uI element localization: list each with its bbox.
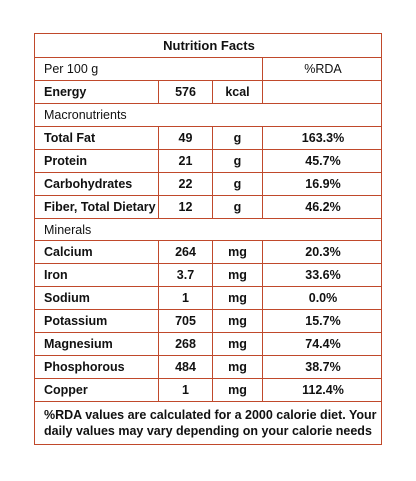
energy-value: 576 — [159, 81, 213, 103]
footnote-line: %RDA values are calculated for a 2000 ca… — [44, 408, 377, 422]
nutrient-rda: 33.6% — [305, 268, 341, 282]
table-row: Fiber, Total Dietary 12 g 46.2% — [35, 196, 381, 219]
table-row: Carbohydrates 22 g 16.9% — [35, 173, 381, 196]
nutrient-rda: 163.3% — [301, 131, 345, 145]
nutrient-label: Iron — [35, 264, 159, 286]
nutrient-rda: 112.4% — [302, 383, 344, 397]
energy-label: Energy — [35, 81, 159, 103]
nutrient-label: Protein — [35, 150, 159, 172]
nutrient-label: Carbohydrates — [35, 173, 159, 195]
nutrient-rda: 46.2% — [305, 200, 341, 214]
table-row: Copper 1 mg 112.4% — [35, 379, 381, 402]
table-row: Total Fat 49 g 163.3% — [35, 127, 381, 150]
table-row: Calcium 264 mg 20.3% — [35, 241, 381, 264]
nutrient-unit: mg — [213, 379, 263, 401]
nutrient-rda: 45.7% — [305, 154, 341, 168]
section-label: Minerals — [44, 222, 92, 237]
nutrient-rda: 16.9% — [305, 177, 341, 191]
footnote-line: daily values may vary depending on your … — [44, 424, 372, 438]
nutrient-value: 49 — [159, 127, 213, 149]
nutrient-value: 484 — [159, 356, 213, 378]
nutrient-label: Magnesium — [35, 333, 159, 355]
nutrient-rda: 15.7% — [305, 314, 341, 328]
nutrient-value: 1 — [159, 379, 213, 401]
nutrient-value: 21 — [159, 150, 213, 172]
nutrient-unit: mg — [213, 310, 263, 332]
section-header-macros: Macronutrients — [35, 104, 381, 127]
per-label: Per 100 g — [35, 58, 263, 80]
nutrient-value: 22 — [159, 173, 213, 195]
section-label: Macronutrients — [44, 108, 127, 122]
nutrient-label: Sodium — [35, 287, 159, 309]
table-row: Protein 21 g 45.7% — [35, 150, 381, 173]
nutrient-unit: mg — [213, 264, 263, 286]
title-row: Nutrition Facts — [35, 34, 381, 58]
nutrient-unit: mg — [213, 356, 263, 378]
table-row: Iron 3.7 mg 33.6% — [35, 264, 381, 287]
nutrient-label: Potassium — [35, 310, 159, 332]
table-row: Phosphorous 484 mg 38.7% — [35, 356, 381, 379]
nutrient-unit: g — [213, 173, 263, 195]
nutrient-value: 1 — [159, 287, 213, 309]
table-row: Magnesium 268 mg 74.4% — [35, 333, 381, 356]
rda-header: %RDA — [304, 62, 342, 76]
nutrient-rda: 38.7% — [305, 360, 341, 374]
nutrient-unit: g — [213, 150, 263, 172]
nutrient-label: Phosphorous — [35, 356, 159, 378]
nutrient-value: 12 — [159, 196, 213, 218]
nutrient-label: Fiber, Total Dietary — [35, 196, 159, 218]
table-row: Sodium 1 mg 0.0% — [35, 287, 381, 310]
nutrient-value: 3.7 — [159, 264, 213, 286]
nutrient-value: 264 — [159, 241, 213, 263]
nutrient-unit: mg — [213, 333, 263, 355]
energy-row: Energy 576 kcal — [35, 81, 381, 104]
nutrient-label: Total Fat — [35, 127, 159, 149]
nutrient-rda: 0.0% — [308, 291, 338, 305]
nutrient-rda: 74.4% — [305, 337, 341, 351]
nutrient-rda: 20.3% — [305, 245, 341, 259]
nutrition-facts-table: Nutrition Facts Per 100 g %RDA Energy 57… — [34, 33, 382, 445]
nutrient-value: 705 — [159, 310, 213, 332]
nutrient-unit: g — [213, 127, 263, 149]
energy-unit: kcal — [213, 81, 263, 103]
section-header-minerals: Minerals — [35, 219, 381, 241]
footnote: %RDA values are calculated for a 2000 ca… — [35, 402, 381, 444]
energy-rda — [263, 81, 381, 103]
nutrient-label: Calcium — [35, 241, 159, 263]
nutrient-unit: g — [213, 196, 263, 218]
table-row: Potassium 705 mg 15.7% — [35, 310, 381, 333]
table-title: Nutrition Facts — [163, 38, 255, 53]
nutrient-value: 268 — [159, 333, 213, 355]
nutrient-label: Copper — [35, 379, 159, 401]
nutrient-unit: mg — [213, 241, 263, 263]
nutrient-unit: mg — [213, 287, 263, 309]
header-row: Per 100 g %RDA — [35, 58, 381, 81]
